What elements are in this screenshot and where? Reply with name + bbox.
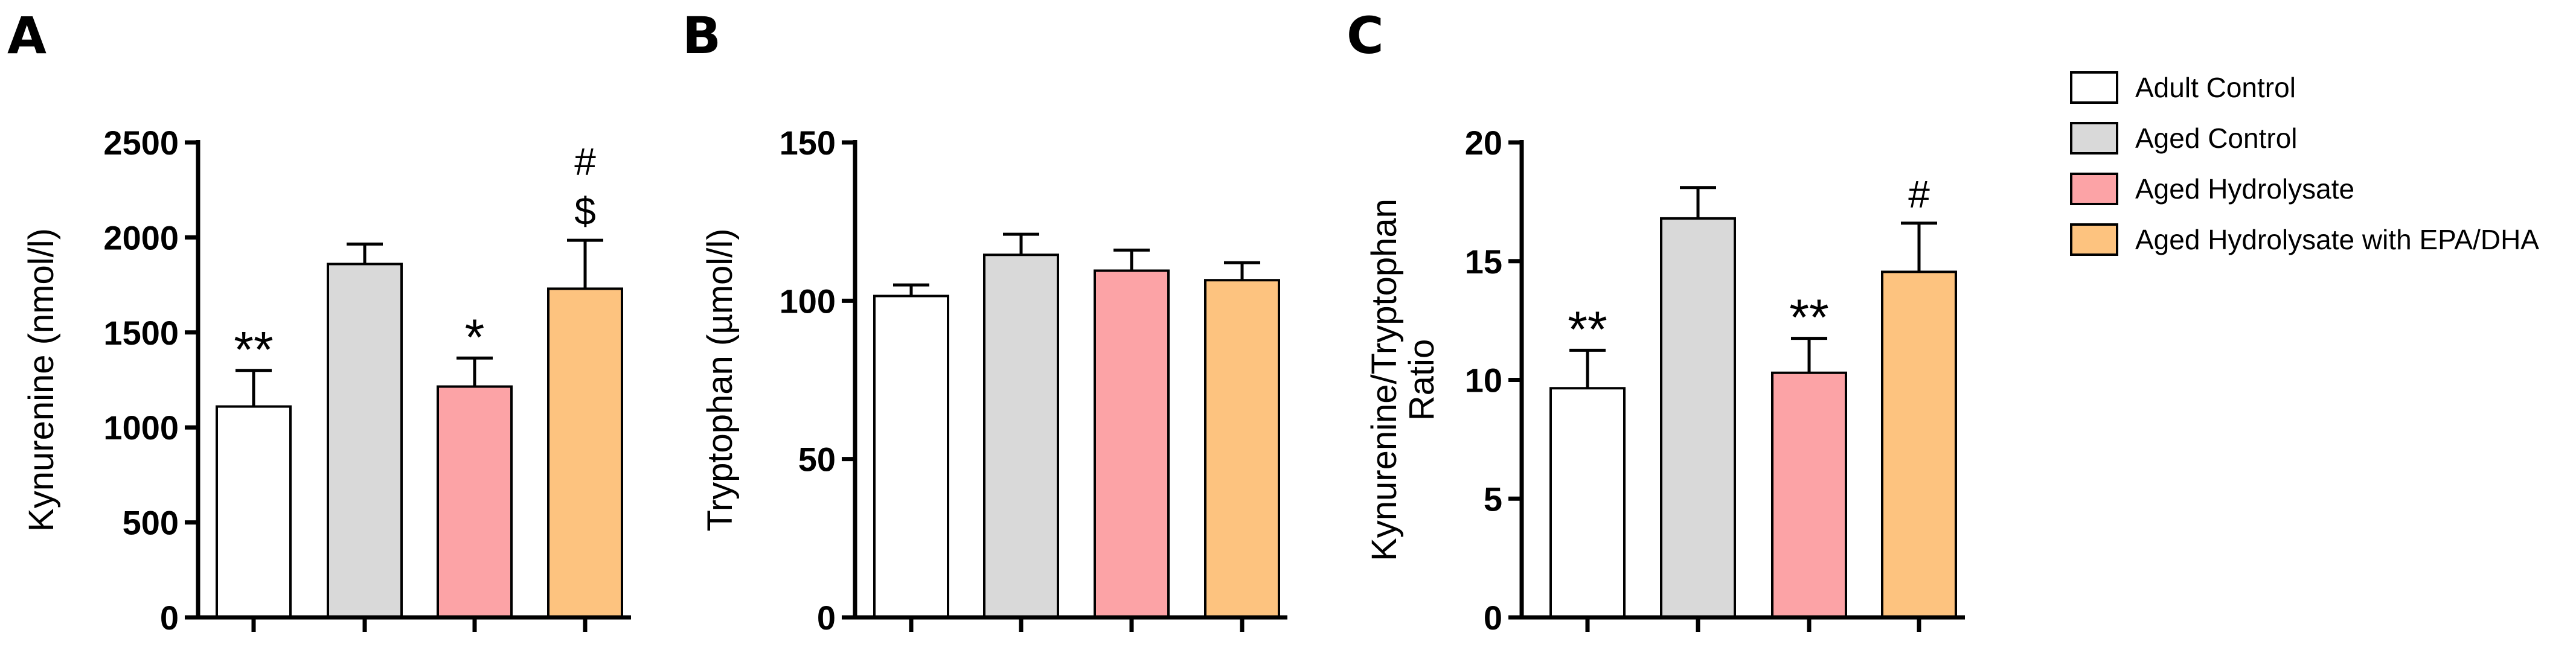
bar-aged-hydrolysate xyxy=(437,385,513,619)
legend-swatch-aged-hydrolysate-with-epa-dha xyxy=(2070,223,2118,256)
annotation-adult-control: ** xyxy=(1568,301,1607,357)
legend-label-aged-hydrolysate-with-epa-dha: Aged Hydrolysate with EPA/DHA xyxy=(2135,224,2539,255)
bar-aged-hydrolysate xyxy=(1771,371,1847,619)
bar-aged-hydrolysate-with-epa-dha xyxy=(1204,279,1280,619)
bar-adult-control xyxy=(216,405,292,619)
bar-adult-control xyxy=(873,295,949,619)
annotation-aged-hydrolysate: * xyxy=(465,308,485,365)
panel-letter: A xyxy=(7,6,46,65)
legend-label-aged-control: Aged Control xyxy=(2135,123,2298,154)
legend-label-adult-control: Adult Control xyxy=(2135,72,2296,103)
y-tick-label: 2500 xyxy=(103,124,179,162)
annotation-adult-control: ** xyxy=(234,321,273,378)
legend-swatch-aged-control xyxy=(2070,122,2118,155)
legend-label-aged-hydrolysate: Aged Hydrolysate xyxy=(2135,173,2354,205)
y-tick-label: 15 xyxy=(1465,243,1502,281)
bar-aged-hydrolysate-with-epa-dha xyxy=(547,287,623,619)
y-axis-title-line: Ratio xyxy=(1402,339,1441,421)
y-tick-label: 50 xyxy=(798,441,836,479)
y-tick-label: 1000 xyxy=(103,409,179,447)
panel-letter: C xyxy=(1347,6,1384,65)
y-tick-label: 10 xyxy=(1465,362,1502,400)
y-tick-label: 150 xyxy=(780,124,836,162)
bar-aged-control xyxy=(1660,217,1736,619)
y-axis-title: Kynurenine (nmol/l) xyxy=(22,228,61,532)
legend: Adult Control Aged Control Aged Hydrolysat… xyxy=(2070,71,2539,256)
y-tick-label: 0 xyxy=(1484,599,1502,637)
y-tick-label: 100 xyxy=(780,282,836,320)
y-tick-label: 20 xyxy=(1465,124,1502,162)
bar-aged-control xyxy=(327,263,403,619)
y-tick-label: 2000 xyxy=(103,218,179,256)
panel-b: B 0 50 100 150 Tryptophan (µmol/l) xyxy=(682,6,1287,637)
y-axis-title-line: Kynurenine/Tryptophan xyxy=(1365,199,1404,561)
bar-adult-control xyxy=(1549,387,1626,619)
annotation-aged-hydrolysate-with-epa-dha: # xyxy=(1908,173,1930,216)
panel-letter: B xyxy=(682,6,721,65)
bar-aged-control xyxy=(983,253,1059,619)
y-axis-title: Kynurenine/TryptophanRatio xyxy=(1365,199,1441,561)
panel-c: C ** ** #0 5 10 15 20 Kynurenine/TryptophanRatio xyxy=(1347,6,1965,637)
legend-swatch-aged-hydrolysate xyxy=(2070,173,2118,205)
y-axis-title: Tryptophan (µmol/l) xyxy=(700,229,740,532)
bar-aged-hydrolysate-with-epa-dha xyxy=(1881,270,1957,619)
y-tick-label: 0 xyxy=(160,599,179,637)
y-tick-label: 5 xyxy=(1484,480,1502,518)
annotation-aged-hydrolysate-with-epa-dha: # xyxy=(574,140,596,183)
y-tick-label: 500 xyxy=(123,504,179,542)
y-tick-label: 1500 xyxy=(103,314,179,352)
legend-swatch-adult-control xyxy=(2070,71,2118,104)
bar-aged-hydrolysate xyxy=(1094,269,1170,619)
annotation-aged-hydrolysate: ** xyxy=(1789,289,1828,346)
y-tick-label: 0 xyxy=(817,599,836,637)
annotation-aged-hydrolysate-with-epa-dha: $ xyxy=(574,190,596,233)
